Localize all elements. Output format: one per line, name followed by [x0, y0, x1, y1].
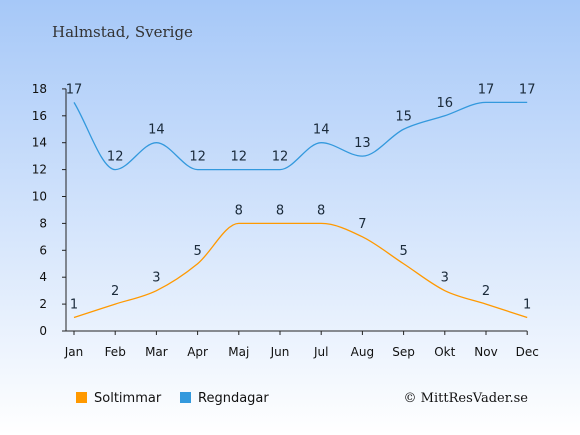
series-line-soltimmar — [73, 222, 528, 319]
data-label-soltimmar: 2 — [482, 284, 490, 299]
data-label-soltimmar: 5 — [399, 244, 407, 259]
x-tick-label: Mar — [145, 345, 168, 359]
series-lines — [73, 101, 528, 319]
x-tick-label: Jun — [270, 345, 290, 359]
data-label-regndagar: 12 — [107, 150, 124, 165]
x-tick-label: Okt — [434, 345, 455, 359]
data-label-regndagar: 17 — [66, 82, 83, 97]
data-label-regndagar: 17 — [478, 82, 495, 97]
data-label-regndagar: 17 — [519, 82, 536, 97]
x-tick-label: Sep — [392, 345, 415, 359]
legend-label-soltimmar: Soltimmar — [94, 391, 162, 406]
x-tick-label: Aug — [351, 345, 374, 359]
y-tick-label: 2 — [39, 297, 47, 311]
y-tick-label: 12 — [32, 163, 47, 177]
x-tick-label: Feb — [105, 345, 126, 359]
data-label-regndagar: 16 — [437, 96, 454, 111]
data-label-soltimmar: 7 — [358, 217, 366, 232]
data-label-regndagar: 12 — [272, 150, 289, 165]
y-tick-label: 10 — [32, 190, 47, 204]
y-tick-label: 14 — [32, 136, 47, 150]
data-label-soltimmar: 8 — [276, 203, 284, 218]
data-label-soltimmar: 8 — [317, 203, 325, 218]
y-tick-label: 0 — [39, 324, 47, 338]
data-label-regndagar: 12 — [231, 150, 248, 165]
data-label-regndagar: 14 — [313, 123, 330, 138]
legend-label-regndagar: Regndagar — [198, 391, 269, 406]
y-tick-label: 18 — [32, 82, 47, 96]
data-label-soltimmar: 3 — [152, 271, 160, 286]
x-tick-label: Maj — [228, 345, 249, 359]
data-label-soltimmar: 2 — [111, 284, 119, 299]
legend-swatch-soltimmar — [76, 392, 87, 403]
data-label-soltimmar: 1 — [70, 298, 78, 313]
legend-swatch-regndagar — [180, 392, 191, 403]
y-tick-label: 4 — [39, 270, 47, 284]
data-label-soltimmar: 3 — [441, 271, 449, 286]
data-label-regndagar: 12 — [189, 150, 206, 165]
y-tick-label: 16 — [32, 109, 47, 123]
x-tick-label: Apr — [187, 345, 208, 359]
data-label-regndagar: 14 — [148, 123, 165, 138]
x-tick-label: Dec — [516, 345, 539, 359]
data-label-soltimmar: 1 — [523, 298, 531, 313]
y-tick-label: 8 — [39, 216, 47, 230]
legend: Soltimmar Regndagar — [76, 391, 269, 406]
series-line-regndagar — [73, 101, 528, 171]
data-label-soltimmar: 5 — [193, 244, 201, 259]
data-label-regndagar: 15 — [395, 109, 412, 124]
data-label-soltimmar: 8 — [235, 203, 243, 218]
credit-text: © MittResVader.se — [404, 391, 529, 406]
x-tick-label: Jul — [313, 345, 328, 359]
data-label-regndagar: 13 — [354, 136, 371, 151]
x-tick-label: Nov — [474, 345, 497, 359]
y-tick-label: 6 — [39, 243, 47, 257]
chart-title: Halmstad, Sverige — [52, 23, 193, 41]
x-tick-label: Jan — [64, 345, 84, 359]
